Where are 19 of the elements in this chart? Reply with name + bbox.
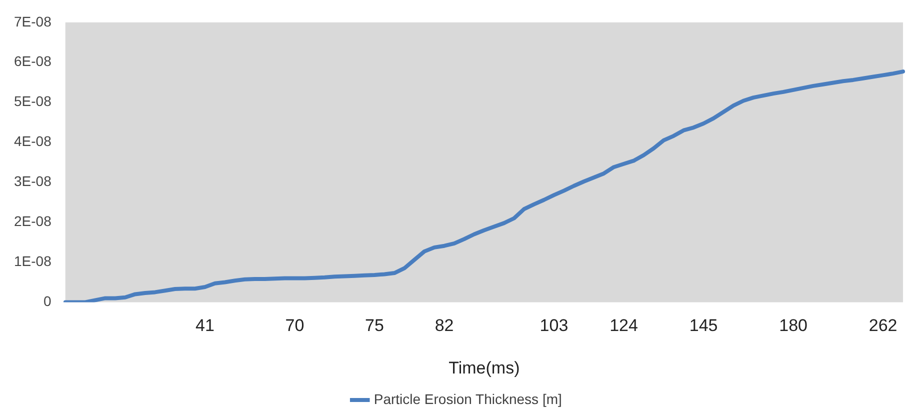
- y-tick-label: 1E-08: [14, 253, 52, 270]
- x-tick-label: 262: [868, 316, 898, 336]
- x-tick-label: 75: [365, 316, 384, 336]
- y-tick-label: 4E-08: [14, 133, 52, 150]
- x-tick-label: 82: [434, 316, 454, 336]
- x-tick-label: 145: [689, 316, 718, 336]
- x-tick-label: 41: [196, 316, 214, 336]
- x-tick-label: 180: [779, 316, 808, 336]
- x-axis-title: Time(ms): [448, 358, 520, 378]
- y-tick-label: 3E-08: [14, 173, 52, 190]
- y-tick-label: 2E-08: [14, 213, 52, 230]
- x-tick-label: 103: [540, 316, 568, 336]
- y-tick-label: 5E-08: [14, 93, 52, 110]
- legend-label: Particle Erosion Thickness [m]: [374, 390, 562, 407]
- x-tick-label: 124: [610, 316, 638, 336]
- x-tick-label: 70: [285, 316, 304, 336]
- y-tick-label: 6E-08: [14, 53, 52, 70]
- y-tick-label: 0: [44, 293, 52, 310]
- y-tick-label: 7E-08: [14, 13, 52, 30]
